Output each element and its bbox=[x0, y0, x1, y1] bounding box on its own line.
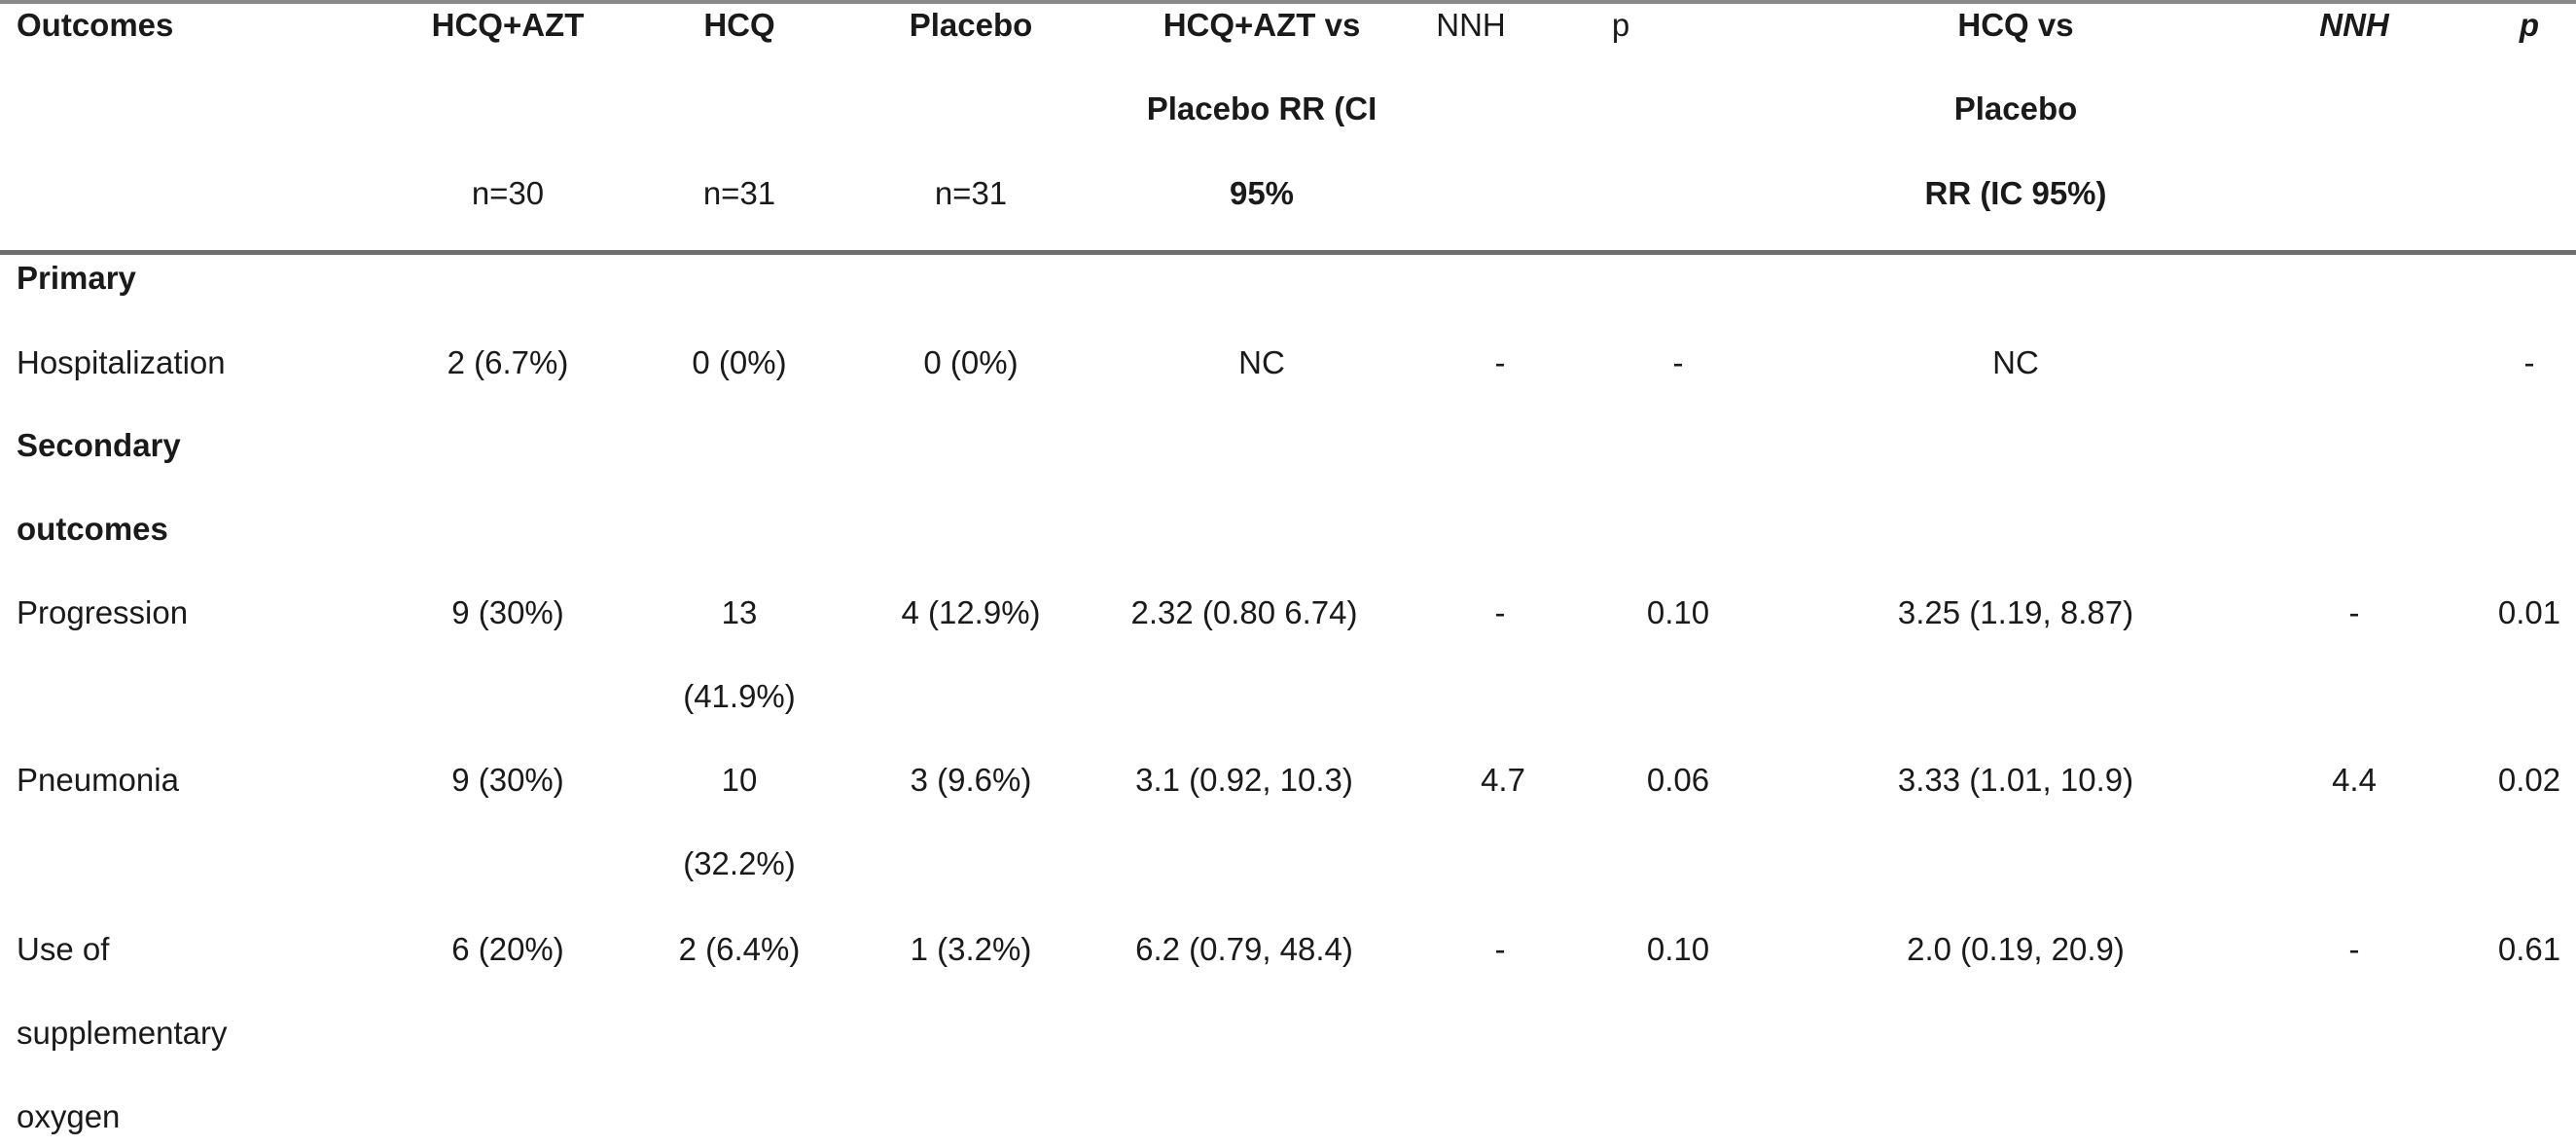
cell-p2: 0.02 bbox=[2497, 762, 2561, 798]
cell-hcq-line1: 13 bbox=[721, 594, 758, 630]
cell-hcq-azt: 6 (20%) bbox=[451, 931, 564, 967]
header-bottom-rule bbox=[0, 250, 2576, 255]
section-secondary-line1: Secondary bbox=[17, 427, 181, 463]
cell-nnh2: - bbox=[2348, 931, 2360, 967]
header-rr2-line1: HCQ vs bbox=[1957, 7, 2074, 43]
header-rr1-line2: Placebo RR (CI bbox=[1146, 90, 1377, 126]
header-n-hcq: n=31 bbox=[702, 175, 776, 211]
header-hcq-azt: HCQ+AZT bbox=[431, 7, 585, 43]
section-secondary-line2: outcomes bbox=[17, 511, 168, 547]
row-label-line1: Use of bbox=[17, 931, 110, 967]
table-top-rule bbox=[0, 0, 2576, 4]
row-label-line2: supplementary bbox=[17, 1015, 228, 1051]
row-label: Hospitalization bbox=[17, 344, 226, 380]
cell-nnh1: - bbox=[1494, 931, 1506, 967]
cell-nnh1: - bbox=[1494, 594, 1506, 630]
row-label-line3: oxygen bbox=[17, 1098, 121, 1134]
cell-rr2: 3.33 (1.01, 10.9) bbox=[1897, 762, 2134, 798]
cell-p1: 0.10 bbox=[1646, 931, 1710, 967]
header-nnh2: NNH bbox=[2319, 7, 2389, 43]
cell-p1: 0.06 bbox=[1646, 762, 1710, 798]
header-rr1-line1: HCQ+AZT vs bbox=[1163, 7, 1361, 43]
cell-p1: - bbox=[1672, 344, 1684, 380]
cell-rr1: 6.2 (0.79, 48.4) bbox=[1135, 931, 1353, 967]
cell-rr2: 3.25 (1.19, 8.87) bbox=[1897, 594, 2134, 630]
cell-hcq-line1: 10 bbox=[721, 762, 758, 798]
cell-hcq-azt: 9 (30%) bbox=[451, 594, 564, 630]
header-p2: p bbox=[2519, 7, 2540, 43]
cell-hcq-line2: (41.9%) bbox=[683, 678, 796, 714]
header-placebo: Placebo bbox=[909, 7, 1033, 43]
header-nnh1: NNH bbox=[1436, 7, 1506, 43]
cell-hcq-azt: 9 (30%) bbox=[451, 762, 564, 798]
header-rr2-line3: RR (IC 95%) bbox=[1924, 175, 2107, 211]
cell-hcq-line2: (32.2%) bbox=[683, 845, 796, 881]
header-rr2-line2: Placebo bbox=[1953, 90, 2078, 126]
cell-hcq: 2 (6.4%) bbox=[678, 931, 801, 967]
cell-p1: 0.10 bbox=[1646, 594, 1710, 630]
cell-rr2: NC bbox=[1992, 344, 2039, 380]
cell-rr1: NC bbox=[1238, 344, 1285, 380]
header-rr1-line3: 95% bbox=[1229, 175, 1295, 211]
row-label: Progression bbox=[17, 594, 189, 630]
cell-rr1: 3.1 (0.92, 10.3) bbox=[1135, 762, 1353, 798]
cell-nnh2: 4.4 bbox=[2332, 762, 2377, 798]
header-p1: p bbox=[1611, 7, 1630, 43]
header-hcq: HCQ bbox=[703, 7, 775, 43]
cell-rr2: 2.0 (0.19, 20.9) bbox=[1907, 931, 2125, 967]
cell-placebo: 4 (12.9%) bbox=[901, 594, 1041, 630]
header-n-hcq-azt: n=30 bbox=[471, 175, 545, 211]
cell-hcq-azt: 2 (6.7%) bbox=[447, 344, 569, 380]
cell-p2: 0.61 bbox=[2497, 931, 2561, 967]
cell-rr1: 2.32 (0.80 6.74) bbox=[1130, 594, 1358, 630]
cell-hcq: 0 (0%) bbox=[692, 344, 787, 380]
cell-nnh1: 4.7 bbox=[1481, 762, 1525, 798]
cell-placebo: 1 (3.2%) bbox=[910, 931, 1032, 967]
cell-p2: - bbox=[2523, 344, 2535, 380]
header-n-placebo: n=31 bbox=[934, 175, 1008, 211]
header-outcomes: Outcomes bbox=[17, 7, 174, 43]
cell-nnh2: - bbox=[2348, 594, 2360, 630]
cell-p2: 0.01 bbox=[2497, 594, 2561, 630]
cell-placebo: 3 (9.6%) bbox=[910, 762, 1032, 798]
section-primary: Primary bbox=[17, 260, 136, 296]
row-label: Pneumonia bbox=[17, 762, 179, 798]
cell-nnh1: - bbox=[1494, 344, 1506, 380]
cell-placebo: 0 (0%) bbox=[923, 344, 1019, 380]
